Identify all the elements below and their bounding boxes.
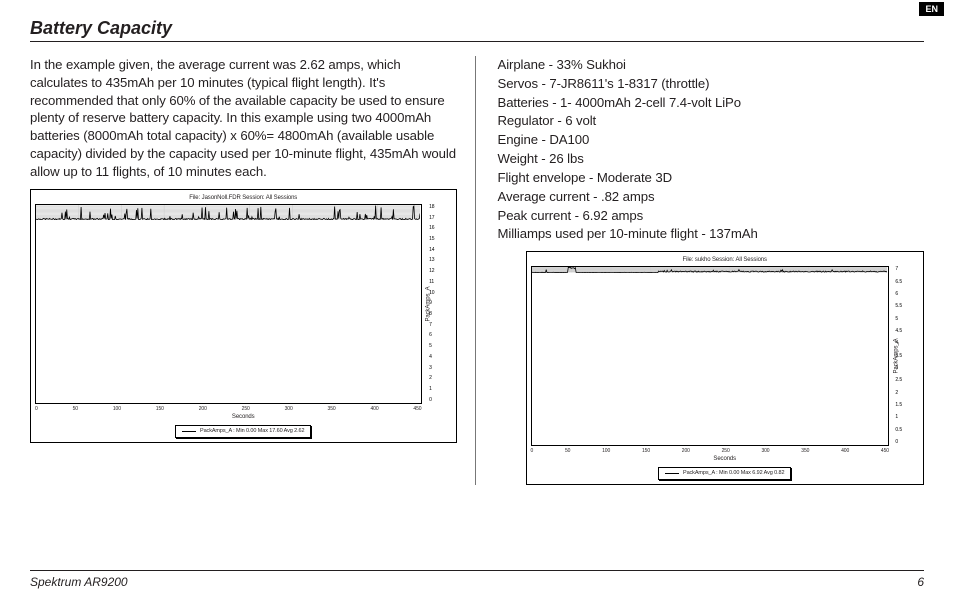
language-badge: EN	[919, 2, 944, 16]
spec-line: Peak current - 6.92 amps	[498, 207, 925, 225]
chart-right-plot: 76.565.554.543.532.521.510.50 PackAmps_A	[531, 266, 890, 446]
chart-left-legend: PackAmps_A : Min 0.00 Max 17.60 Avg 2.62	[175, 425, 311, 438]
spec-list: Airplane - 33% SukhoiServos - 7-JR8611's…	[498, 56, 925, 243]
footer-page-number: 6	[917, 575, 924, 589]
chart-left-trace	[36, 205, 420, 220]
legend-swatch	[665, 473, 679, 474]
chart-right: File: sukho Session: All Sessions 76.565…	[526, 251, 925, 485]
spec-line: Batteries - 1- 4000mAh 2-cell 7.4-volt L…	[498, 94, 925, 112]
chart-left: File: JasonNoll.FDR Session: All Session…	[30, 189, 457, 443]
spec-line: Regulator - 6 volt	[498, 112, 925, 130]
spec-line: Flight envelope - Moderate 3D	[498, 169, 925, 187]
chart-left-title: File: JasonNoll.FDR Session: All Session…	[35, 194, 452, 202]
chart-right-legend: PackAmps_A : Min 0.00 Max 6.92 Avg 0.82	[658, 467, 791, 480]
legend-text: PackAmps_A : Min 0.00 Max 17.60 Avg 2.62	[200, 428, 304, 435]
chart-left-xticks: 050100150200250300350400450	[35, 406, 422, 413]
spec-line: Milliamps used per 10-minute flight - 13…	[498, 225, 925, 243]
page: Battery Capacity In the example given, t…	[0, 0, 954, 485]
left-column: In the example given, the average curren…	[30, 56, 476, 485]
spec-line: Engine - DA100	[498, 131, 925, 149]
spec-line: Servos - 7-JR8611's 1-8317 (throttle)	[498, 75, 925, 93]
footer-rule	[30, 570, 924, 571]
spec-line: Average current - .82 amps	[498, 188, 925, 206]
chart-left-xlabel: Seconds	[35, 413, 452, 421]
chart-right-ylabel: PackAmps_A	[892, 339, 900, 374]
legend-text: PackAmps_A : Min 0.00 Max 6.92 Avg 0.82	[683, 470, 784, 477]
chart-right-trace	[532, 267, 888, 273]
spec-line: Weight - 26 lbs	[498, 150, 925, 168]
chart-right-xlabel: Seconds	[531, 455, 920, 463]
chart-left-ylabel: PackAmps_A	[425, 286, 433, 321]
page-title: Battery Capacity	[30, 18, 924, 42]
content-columns: In the example given, the average curren…	[30, 56, 924, 485]
spec-line: Airplane - 33% Sukhoi	[498, 56, 925, 74]
chart-right-xticks: 050100150200250300350400450	[531, 448, 890, 455]
right-column: Airplane - 33% SukhoiServos - 7-JR8611's…	[498, 56, 925, 485]
footer-model: Spektrum AR9200	[30, 575, 128, 589]
chart-right-title: File: sukho Session: All Sessions	[531, 256, 920, 264]
legend-swatch	[182, 431, 196, 432]
body-paragraph: In the example given, the average curren…	[30, 56, 457, 181]
chart-left-plot: 1817161514131211109876543210 PackAmps_A	[35, 204, 422, 404]
